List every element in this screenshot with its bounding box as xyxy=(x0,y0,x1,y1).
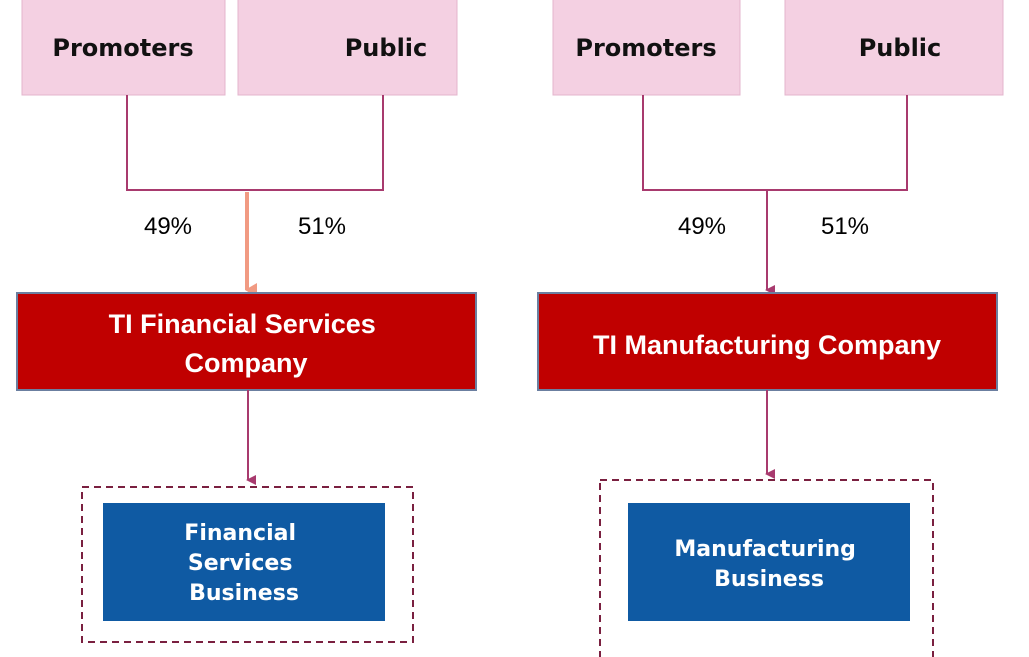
owner-box xyxy=(784,0,1004,96)
company-label: TI Manufacturing Company xyxy=(593,330,941,360)
connector xyxy=(642,95,908,191)
business-line: Business xyxy=(189,581,299,606)
share-label: 51% xyxy=(298,213,346,240)
company-line: TI Financial Services xyxy=(109,309,376,339)
dashed-box xyxy=(81,486,414,643)
owner-label: Public xyxy=(859,34,942,62)
business-line: Business xyxy=(714,567,824,592)
connector xyxy=(126,95,384,191)
group-right: Promoters Public 49% 51% TI Manufacturin… xyxy=(537,0,1004,657)
business-line: Financial xyxy=(184,521,296,546)
business-box xyxy=(628,503,910,621)
owner-box xyxy=(237,0,458,96)
group-left: Promoters Public 49% 51% TI Financial Se… xyxy=(16,0,477,643)
company-box xyxy=(16,292,477,391)
business-label: Manufacturing Business xyxy=(674,537,863,592)
dashed-box xyxy=(599,479,934,657)
owner-box xyxy=(552,0,741,96)
owner-label: Promoters xyxy=(575,34,716,62)
business-box xyxy=(103,503,385,621)
share-label: 49% xyxy=(678,213,726,240)
company-box xyxy=(537,292,998,391)
owner-label: Public xyxy=(345,34,428,62)
business-line: Services xyxy=(188,551,293,576)
company-line: Company xyxy=(184,348,307,378)
owner-box xyxy=(21,0,226,96)
company-line: TI Manufacturing Company xyxy=(593,330,941,360)
share-label: 49% xyxy=(144,213,192,240)
business-label: Financial Services Business xyxy=(184,521,303,606)
owner-label: Promoters xyxy=(52,34,193,62)
business-line: Manufacturing xyxy=(674,537,856,562)
company-label: TI Financial Services Company xyxy=(109,309,384,378)
share-label: 51% xyxy=(821,213,869,240)
